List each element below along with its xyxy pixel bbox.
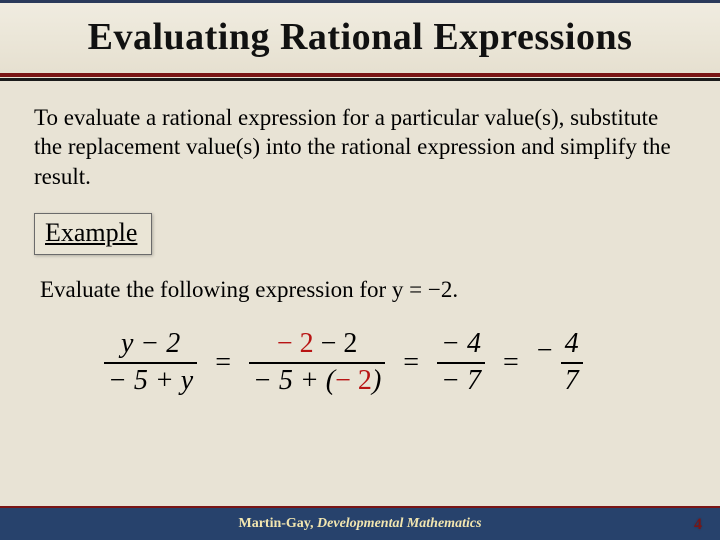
equals-sign: = — [497, 347, 525, 379]
slide: Evaluating Rational Expressions To evalu… — [0, 0, 720, 540]
numerator-2: − 2 − 2 — [273, 327, 362, 362]
page-number: 4 — [694, 516, 702, 534]
example-prompt: Evaluate the following expression for y … — [40, 277, 686, 303]
substituted-denominator-value: − 2 — [335, 365, 372, 396]
content-area: To evaluate a rational expression for a … — [0, 77, 720, 399]
equals-sign: = — [397, 347, 425, 379]
title-band: Evaluating Rational Expressions — [0, 0, 720, 77]
fraction-step-2: − 2 − 2 − 5 + (− 2) — [249, 327, 385, 399]
denominator-1: − 5 + y — [104, 364, 197, 399]
numerator-3: − 4 — [437, 327, 485, 362]
numerator-4: 4 — [561, 327, 583, 362]
fraction-step-1: y − 2 − 5 + y — [104, 327, 197, 399]
footer-book-title: Developmental Mathematics — [317, 516, 481, 531]
equals-sign: = — [209, 347, 237, 379]
example-label-box: Example — [34, 213, 152, 255]
intro-paragraph: To evaluate a rational expression for a … — [34, 103, 686, 191]
leading-negative-sign: − — [537, 335, 553, 367]
denominator-2: − 5 + (− 2) — [249, 364, 385, 399]
denominator-4: 7 — [561, 364, 583, 399]
worked-equation: y − 2 − 5 + y = − 2 − 2 − 5 + (− 2) = − … — [34, 327, 686, 399]
slide-title: Evaluating Rational Expressions — [20, 15, 700, 59]
fraction-step-3: − 4 − 7 — [437, 327, 485, 399]
fraction-step-4: 4 7 — [561, 327, 583, 399]
numerator-1: y − 2 — [117, 327, 184, 362]
footer-bar: Martin-Gay, Developmental Mathematics 4 — [0, 506, 720, 540]
substituted-numerator-value: − 2 — [277, 328, 314, 359]
footer-author: Martin-Gay, — [238, 516, 317, 531]
denominator-3: − 7 — [437, 364, 485, 399]
footer-citation: Martin-Gay, Developmental Mathematics — [238, 516, 481, 532]
